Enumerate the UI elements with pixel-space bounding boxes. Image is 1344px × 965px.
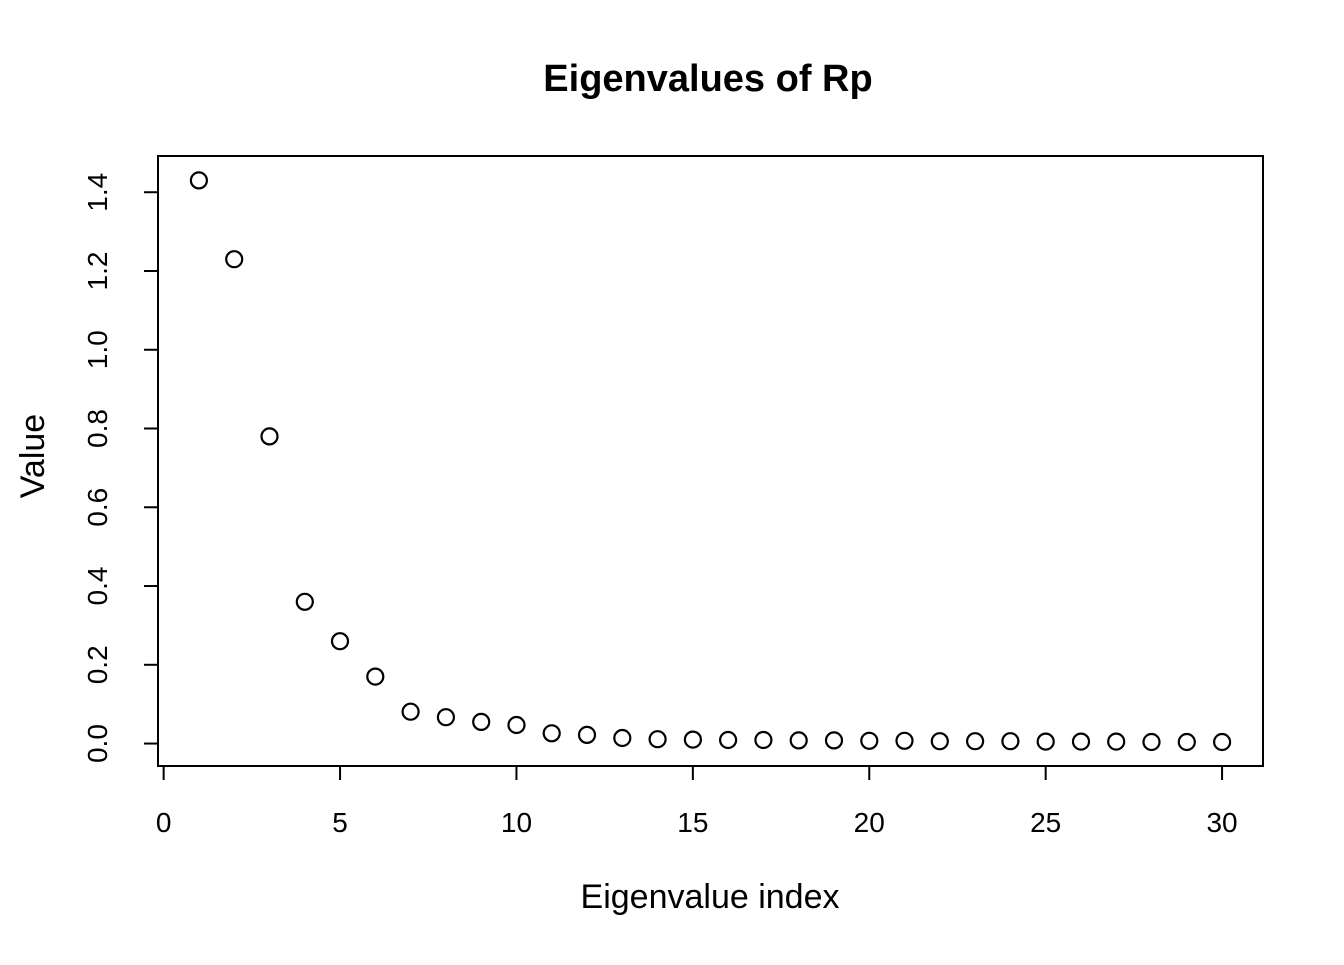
- y-axis-label: Value: [14, 414, 52, 498]
- data-point: [824, 731, 844, 750]
- data-point: [1177, 732, 1196, 752]
- data-points: [189, 171, 1232, 752]
- y-tick-label: 0.0: [82, 724, 113, 763]
- y-tick-label: 0.8: [82, 409, 113, 448]
- data-point: [366, 667, 385, 686]
- x-tick-label: 30: [1206, 807, 1237, 838]
- x-tick-label: 0: [156, 807, 172, 838]
- x-tick-label: 10: [501, 807, 532, 838]
- data-point: [683, 730, 703, 749]
- data-point: [436, 708, 455, 727]
- data-point: [507, 715, 526, 735]
- y-tick-label: 1.2: [82, 252, 113, 291]
- data-point: [718, 730, 738, 750]
- data-point: [295, 592, 314, 611]
- x-tick-label: 15: [677, 807, 708, 838]
- data-point: [1212, 732, 1232, 752]
- x-tick-label: 5: [332, 807, 348, 838]
- data-point: [330, 632, 350, 651]
- data-point: [860, 731, 879, 750]
- x-axis-label: Eigenvalue index: [581, 878, 840, 916]
- data-point: [965, 732, 985, 751]
- y-tick-label: 1.4: [82, 173, 113, 212]
- x-tick-label: 25: [1030, 807, 1061, 838]
- data-point: [542, 724, 561, 743]
- y-axis-ticks: 0.0 0.2 0.4 0.6 0.8 1.0 1.2 1.4: [82, 173, 158, 763]
- x-axis-ticks: 0 5 10 15 20 25 30: [156, 766, 1238, 838]
- data-point: [789, 731, 808, 750]
- data-point: [1001, 732, 1020, 751]
- y-tick-label: 0.6: [82, 488, 113, 527]
- y-tick-label: 1.0: [82, 330, 113, 369]
- data-point: [577, 725, 597, 745]
- data-point: [472, 712, 491, 732]
- data-point: [648, 730, 667, 749]
- y-tick-label: 0.4: [82, 567, 113, 606]
- data-point: [1107, 732, 1126, 751]
- y-tick-label: 0.2: [82, 645, 113, 684]
- plot-border: [157, 155, 1264, 767]
- x-tick-label: 20: [854, 807, 885, 838]
- data-point: [1071, 732, 1091, 751]
- data-point: [930, 732, 949, 751]
- data-point: [189, 171, 208, 190]
- chart-title: Eigenvalues of Rp: [543, 58, 872, 100]
- data-point: [260, 427, 279, 446]
- data-point: [754, 730, 773, 750]
- data-point: [613, 728, 632, 748]
- data-point: [895, 731, 914, 750]
- data-point: [1036, 732, 1055, 751]
- data-point: [225, 250, 244, 269]
- data-point: [401, 702, 420, 721]
- data-point: [1142, 732, 1161, 752]
